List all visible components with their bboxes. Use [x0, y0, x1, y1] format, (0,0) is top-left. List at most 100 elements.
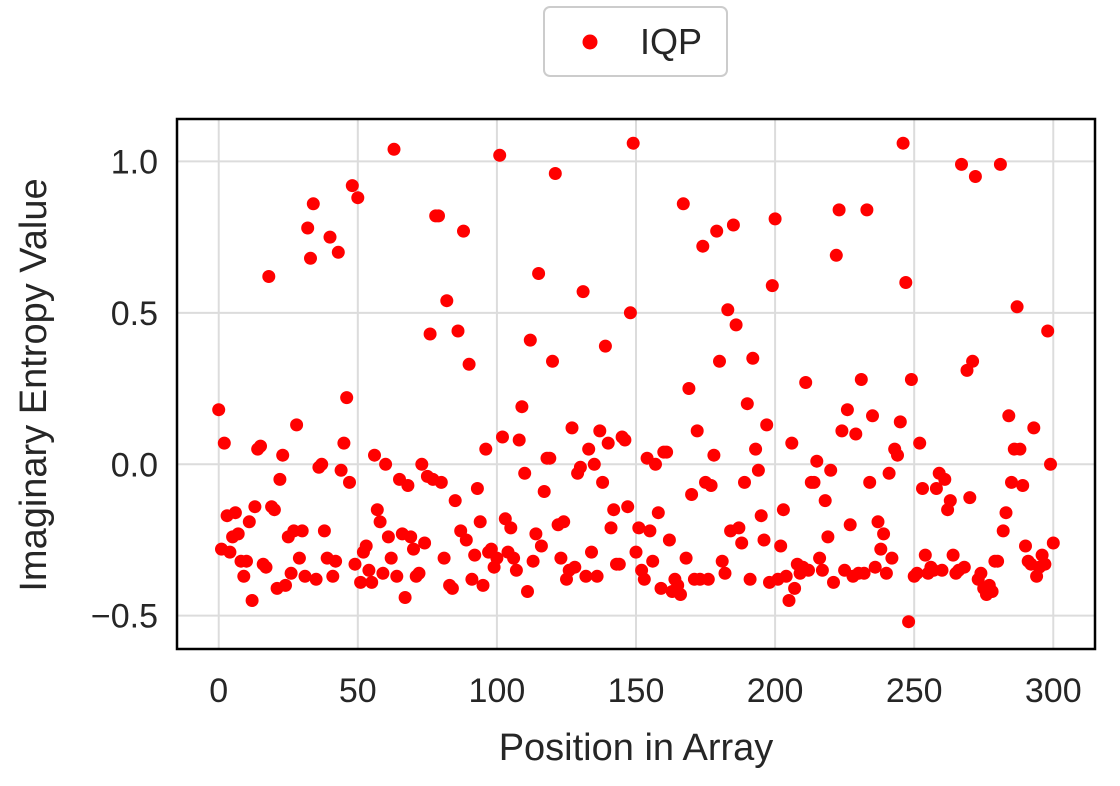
- data-point: [813, 551, 827, 565]
- data-point: [913, 436, 927, 450]
- data-point: [685, 488, 699, 501]
- data-point: [1038, 557, 1052, 571]
- data-point: [701, 572, 715, 586]
- data-point: [284, 566, 298, 580]
- data-point: [854, 373, 868, 386]
- data-point: [902, 615, 916, 629]
- data-point: [504, 521, 518, 535]
- legend-label-iqp: IQP: [640, 21, 702, 62]
- data-point: [582, 442, 596, 456]
- data-point: [751, 463, 765, 477]
- data-point: [534, 539, 548, 553]
- data-point: [237, 569, 251, 583]
- data-point: [788, 581, 802, 595]
- data-point: [370, 503, 384, 517]
- data-point: [301, 221, 315, 235]
- data-point: [654, 581, 668, 595]
- data-point: [963, 491, 977, 505]
- data-point: [468, 548, 482, 562]
- x-tick-label: 250: [886, 672, 943, 710]
- x-tick-label: 150: [608, 672, 665, 710]
- data-point: [309, 572, 323, 586]
- data-point: [376, 566, 390, 580]
- data-point: [1046, 536, 1060, 550]
- data-point: [381, 530, 395, 544]
- data-point: [690, 424, 704, 438]
- data-point: [242, 515, 256, 529]
- data-point: [740, 397, 754, 411]
- data-point: [660, 445, 674, 459]
- data-point: [451, 324, 465, 338]
- data-point: [843, 518, 857, 532]
- data-point: [955, 157, 968, 171]
- data-point: [437, 551, 451, 565]
- data-point: [632, 521, 646, 535]
- y-tick-label: 0.5: [111, 295, 158, 333]
- data-point: [228, 506, 242, 520]
- data-point: [423, 327, 437, 341]
- data-point: [279, 578, 292, 592]
- data-point: [860, 203, 874, 217]
- data-point: [354, 575, 368, 589]
- x-tick-label: 50: [339, 672, 377, 710]
- data-point: [968, 170, 982, 183]
- data-point: [518, 466, 532, 480]
- data-point: [576, 285, 590, 299]
- data-point: [362, 563, 376, 577]
- data-point: [368, 448, 381, 462]
- data-point: [387, 142, 401, 156]
- data-point: [529, 527, 543, 541]
- data-point: [721, 303, 735, 317]
- data-point: [565, 421, 579, 435]
- data-point: [379, 457, 393, 471]
- data-point: [835, 424, 849, 438]
- data-point: [993, 157, 1007, 171]
- y-axis-label: Imaginary Entropy Value: [13, 178, 55, 591]
- data-point: [212, 403, 226, 417]
- data-point: [649, 457, 662, 471]
- data-point: [276, 448, 290, 462]
- data-point: [735, 536, 749, 550]
- data-point: [651, 506, 665, 520]
- data-point: [996, 524, 1010, 538]
- data-point: [554, 551, 568, 565]
- data-point: [240, 554, 253, 568]
- data-point: [359, 539, 373, 553]
- data-point: [629, 545, 643, 559]
- data-point: [521, 585, 534, 598]
- data-point: [768, 212, 782, 226]
- y-tick-labels: −0.5 0.0 0.5 1.0: [91, 143, 158, 635]
- data-point: [601, 436, 615, 450]
- data-point: [910, 566, 924, 580]
- data-point: [348, 557, 362, 571]
- data-point: [440, 294, 454, 308]
- data-point: [407, 542, 420, 556]
- data-point: [637, 572, 651, 586]
- data-point: [776, 503, 790, 517]
- data-point: [404, 530, 418, 544]
- data-point: [868, 560, 882, 574]
- data-point: [598, 339, 612, 353]
- data-point: [726, 218, 740, 232]
- data-point: [957, 560, 971, 574]
- data-point: [746, 351, 760, 365]
- data-point: [585, 545, 598, 559]
- data-point: [824, 463, 838, 477]
- data-point: [448, 494, 462, 508]
- data-point: [754, 509, 768, 523]
- data-point: [604, 521, 618, 535]
- data-point: [1019, 539, 1032, 553]
- data-point: [810, 454, 824, 468]
- data-point: [849, 427, 863, 441]
- data-point: [966, 354, 980, 368]
- data-point: [1016, 479, 1030, 492]
- data-point: [329, 554, 343, 568]
- legend: IQP: [543, 6, 728, 77]
- data-point: [459, 533, 473, 547]
- data-point: [891, 448, 904, 462]
- x-tick-label: 100: [469, 672, 526, 710]
- data-point: [337, 436, 351, 450]
- data-point: [515, 400, 529, 414]
- data-point: [607, 503, 621, 517]
